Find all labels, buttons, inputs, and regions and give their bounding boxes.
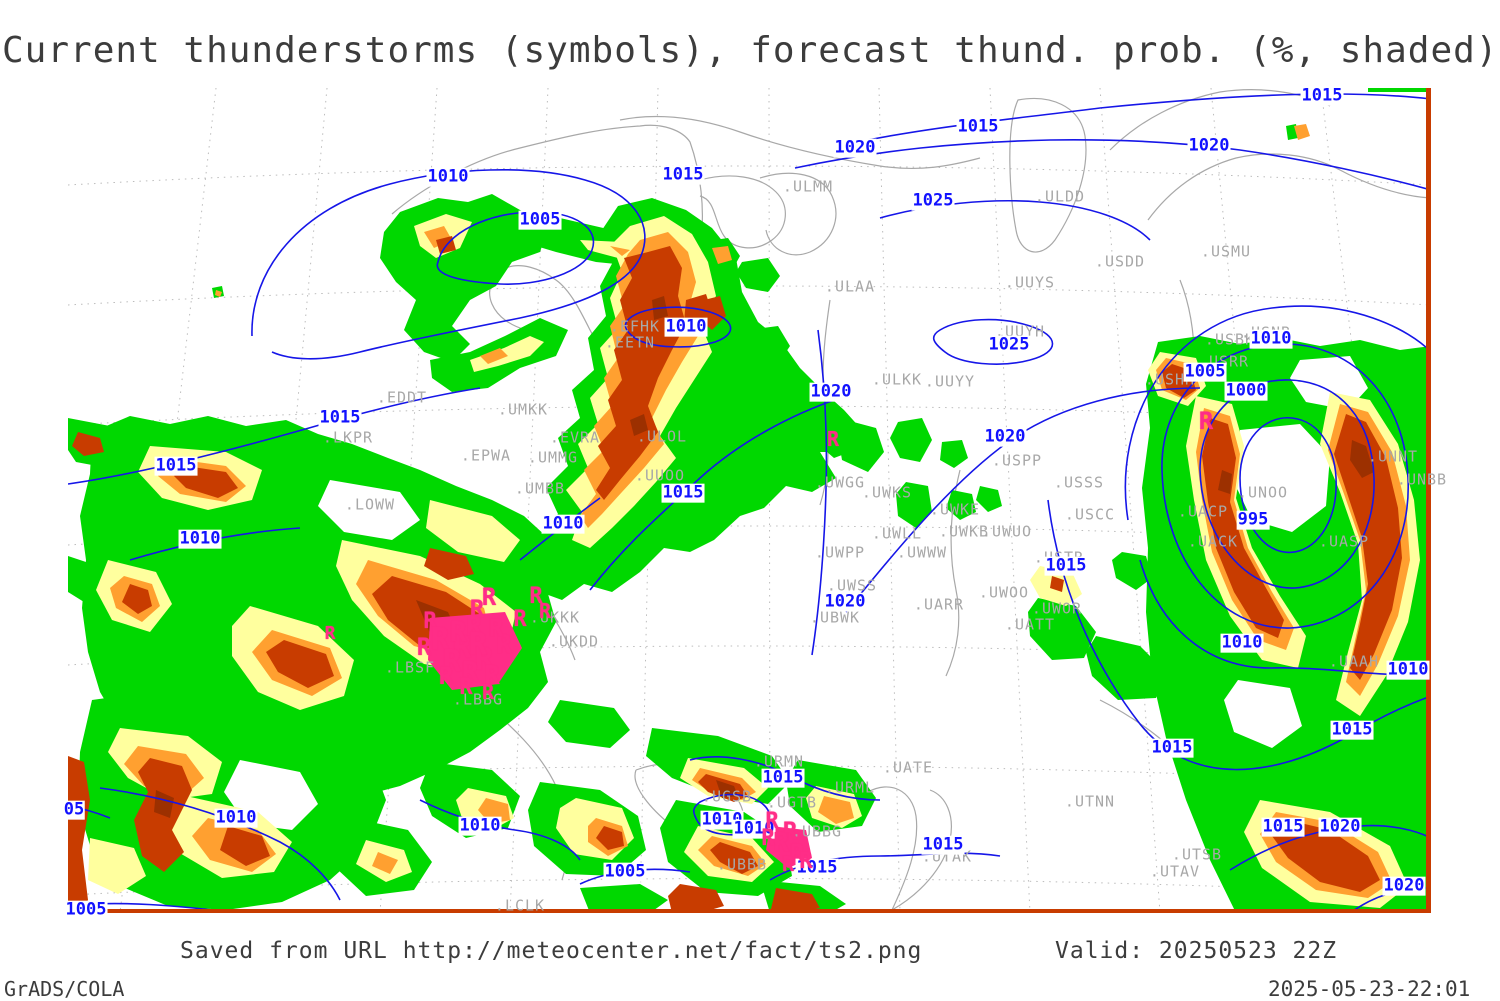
timestamp-text: 2025-05-23-22:01 [1268, 977, 1471, 1001]
page-title: Current thunderstorms (symbols), forecas… [2, 30, 1499, 71]
valid-time-text: Valid: 20250523 22Z [1055, 938, 1338, 964]
map-edge-strips [68, 88, 1431, 913]
storm-cluster-masses [428, 612, 812, 868]
shading-holes [224, 356, 1368, 830]
saved-from-url-text: Saved from URL http://meteocenter.net/fa… [180, 938, 923, 964]
generator-text: GrADS/COLA [4, 977, 125, 1001]
